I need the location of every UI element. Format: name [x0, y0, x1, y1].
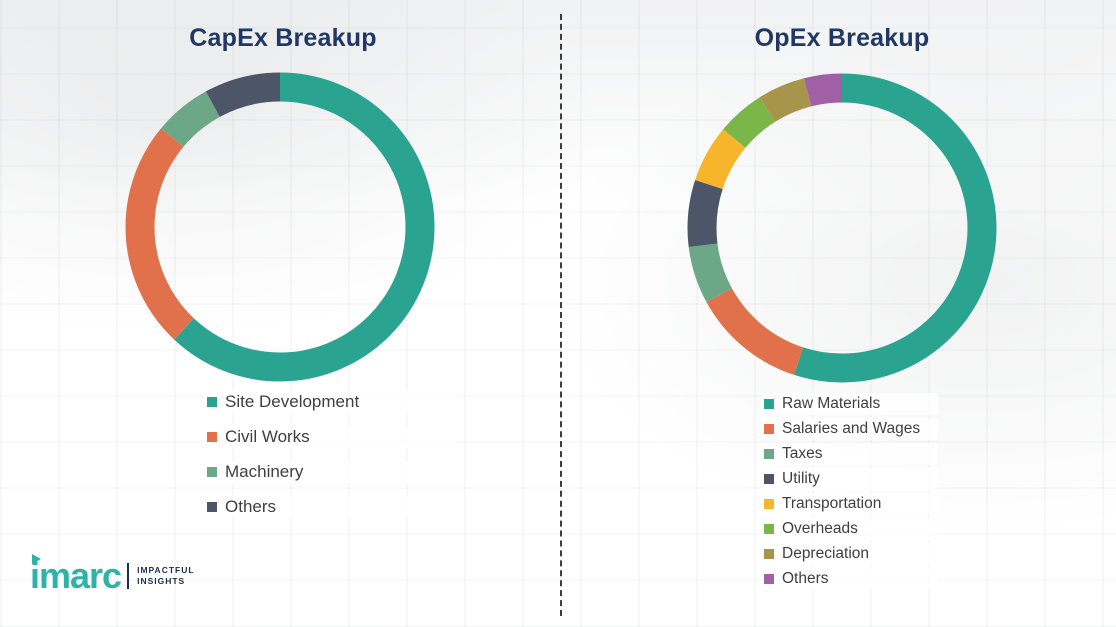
- legend-label-others: Others: [225, 497, 277, 516]
- legend-label-site-development: Site Development: [225, 392, 360, 411]
- capex-donut-chart: [125, 72, 435, 382]
- logo-tagline-line1: IMPACTFUL: [137, 565, 195, 575]
- donut-segment-others: [125, 72, 435, 382]
- dashed-divider-line: [560, 14, 562, 616]
- legend-item-utility: Utility: [762, 468, 938, 490]
- legend-label-depreciation: Depreciation: [782, 545, 870, 562]
- opex-chart-title: OpEx Breakup: [754, 24, 930, 52]
- logo-triangle-icon: [32, 554, 41, 564]
- legend-item-others: Others: [762, 568, 938, 590]
- legend-bullet-transportation: [764, 499, 774, 509]
- legend-label-salaries-and-wages: Salaries and Wages: [782, 420, 921, 437]
- legend-label-machinery: Machinery: [225, 462, 304, 481]
- legend-item-depreciation: Depreciation: [762, 543, 938, 565]
- logo-brand-text: imarc: [30, 555, 122, 596]
- legend-bullet-others: [764, 574, 774, 584]
- donut-segment-others: [687, 73, 997, 383]
- legend-item-others: Others: [205, 496, 457, 518]
- legend-item-machinery: Machinery: [205, 461, 457, 483]
- logo-tagline: IMPACTFUL INSIGHTS: [137, 565, 194, 587]
- legend-item-taxes: Taxes: [762, 443, 938, 465]
- capex-legend: Site Development Civil Works Machinery Othe…: [205, 391, 457, 518]
- legend-bullet-machinery: [207, 467, 217, 477]
- legend-label-others: Others: [782, 570, 829, 587]
- legend-item-salaries-and-wages: Salaries and Wages: [762, 418, 938, 440]
- capex-chart-title: CapEx Breakup: [189, 24, 377, 52]
- legend-item-transportation: Transportation: [762, 493, 938, 515]
- donut-segment-utility: [687, 73, 997, 383]
- legend-label-raw-materials: Raw Materials: [782, 395, 881, 412]
- legend-label-civil-works: Civil Works: [225, 427, 310, 446]
- legend-item-overheads: Overheads: [762, 518, 938, 540]
- legend-bullet-civil-works: [207, 432, 217, 442]
- legend-bullet-depreciation: [764, 549, 774, 559]
- legend-bullet-others: [207, 502, 217, 512]
- donut-segment-civil-works: [125, 72, 435, 382]
- logo-tagline-line2: INSIGHTS: [137, 576, 186, 586]
- legend-bullet-utility: [764, 474, 774, 484]
- legend-item-site-development: Site Development: [205, 391, 457, 413]
- legend-bullet-raw-materials: [764, 399, 774, 409]
- imarc-logo: imarc IMPACTFUL INSIGHTS: [30, 554, 195, 596]
- legend-bullet-salaries-and-wages: [764, 424, 774, 434]
- legend-label-transportation: Transportation: [782, 495, 882, 512]
- legend-label-overheads: Overheads: [782, 520, 858, 537]
- opex-donut-chart: [687, 73, 997, 383]
- logo-separator: [127, 563, 130, 589]
- legend-item-civil-works: Civil Works: [205, 426, 457, 448]
- legend-bullet-taxes: [764, 449, 774, 459]
- legend-label-utility: Utility: [782, 470, 820, 487]
- legend-bullet-overheads: [764, 524, 774, 534]
- legend-item-raw-materials: Raw Materials: [762, 393, 938, 415]
- opex-legend: Raw Materials Salaries and Wages Taxes Util…: [762, 393, 938, 590]
- legend-label-taxes: Taxes: [782, 445, 823, 462]
- legend-bullet-site-development: [207, 397, 217, 407]
